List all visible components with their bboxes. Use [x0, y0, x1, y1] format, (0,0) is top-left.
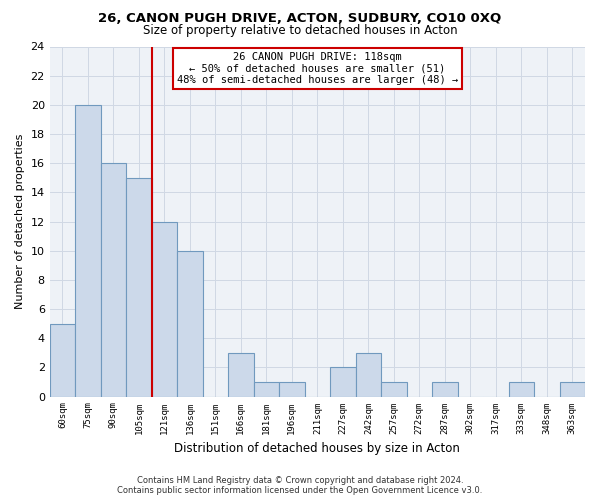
- Text: Size of property relative to detached houses in Acton: Size of property relative to detached ho…: [143, 24, 457, 37]
- Bar: [50, 324, 75, 396]
- Bar: [152, 222, 177, 396]
- Bar: [356, 353, 381, 397]
- Bar: [279, 382, 305, 396]
- Bar: [254, 382, 279, 396]
- Bar: [381, 382, 407, 396]
- Bar: [101, 163, 126, 396]
- Text: Contains HM Land Registry data © Crown copyright and database right 2024.
Contai: Contains HM Land Registry data © Crown c…: [118, 476, 482, 495]
- Bar: [560, 382, 585, 396]
- Bar: [432, 382, 458, 396]
- Y-axis label: Number of detached properties: Number of detached properties: [15, 134, 25, 309]
- Bar: [75, 105, 101, 397]
- Text: 26 CANON PUGH DRIVE: 118sqm
← 50% of detached houses are smaller (51)
48% of sem: 26 CANON PUGH DRIVE: 118sqm ← 50% of det…: [177, 52, 458, 85]
- Bar: [177, 250, 203, 396]
- Bar: [330, 368, 356, 396]
- Bar: [228, 353, 254, 397]
- Text: 26, CANON PUGH DRIVE, ACTON, SUDBURY, CO10 0XQ: 26, CANON PUGH DRIVE, ACTON, SUDBURY, CO…: [98, 12, 502, 26]
- X-axis label: Distribution of detached houses by size in Acton: Distribution of detached houses by size …: [175, 442, 460, 455]
- Bar: [126, 178, 152, 396]
- Bar: [509, 382, 534, 396]
